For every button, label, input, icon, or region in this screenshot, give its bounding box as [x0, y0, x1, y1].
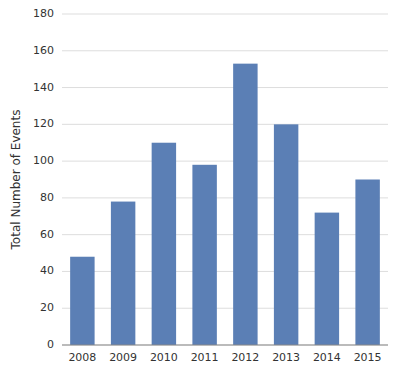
- grid-line: [62, 50, 388, 51]
- y-tick-label: 140: [33, 81, 54, 94]
- grid: [62, 14, 388, 345]
- y-axis-label: Total Number of Events: [9, 110, 23, 251]
- x-tick-label: 2015: [354, 351, 382, 364]
- grid-line: [62, 124, 388, 125]
- bar: [111, 202, 135, 345]
- y-tick-label: 180: [33, 7, 54, 20]
- grid-line: [62, 87, 388, 88]
- grid-line: [62, 197, 388, 198]
- grid-line: [62, 161, 388, 162]
- bars: [70, 64, 380, 345]
- x-tick-label: 2010: [150, 351, 178, 364]
- chart: 0 20 40 60 80 100 120 140 160 180 2008 2009 2010 2011…: [0, 0, 400, 377]
- y-axis: 0 20 40 60 80 100 120 140 160 180: [33, 7, 54, 351]
- y-tick-label: 40: [40, 264, 54, 277]
- bar: [152, 143, 176, 345]
- x-tick-label: 2011: [191, 351, 219, 364]
- bar: [274, 124, 298, 345]
- y-tick-label: 160: [33, 44, 54, 57]
- x-tick-label: 2008: [68, 351, 96, 364]
- x-axis: 2008 2009 2010 2011 2012 2013 2014 2015: [62, 345, 388, 364]
- x-tick-label: 2012: [231, 351, 259, 364]
- bar: [315, 213, 339, 345]
- y-tick-label: 60: [40, 228, 54, 241]
- y-tick-label: 0: [47, 338, 54, 351]
- bar: [192, 165, 216, 345]
- chart-container: 0 20 40 60 80 100 120 140 160 180 2008 2009 2010 2011…: [0, 0, 400, 377]
- grid-line: [62, 14, 388, 15]
- y-tick-label: 20: [40, 301, 54, 314]
- y-tick-label: 80: [40, 191, 54, 204]
- y-tick-label: 120: [33, 117, 54, 130]
- x-axis-line: [62, 345, 388, 346]
- x-tick-label: 2014: [313, 351, 341, 364]
- x-tick-label: 2009: [109, 351, 137, 364]
- x-tick-label: 2013: [272, 351, 300, 364]
- page: {"chart_data": {"type": "bar", "ylabel":…: [0, 0, 400, 377]
- bar: [355, 180, 379, 346]
- grid-line: [62, 345, 388, 346]
- bar: [233, 64, 257, 345]
- y-tick-label: 100: [33, 154, 54, 167]
- bar: [70, 257, 94, 345]
